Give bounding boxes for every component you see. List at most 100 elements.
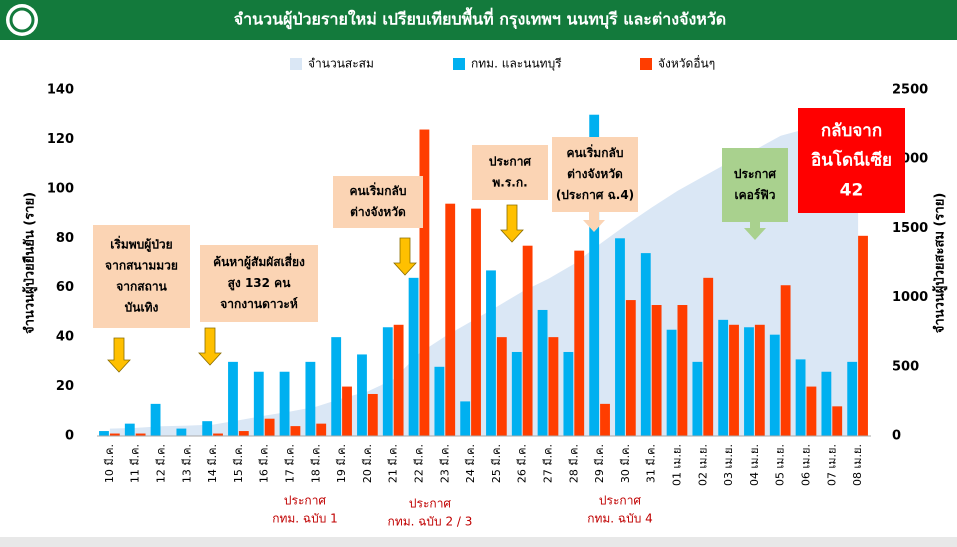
- bar: [202, 421, 213, 436]
- annotation-text: จากสนามมวย: [105, 259, 178, 273]
- annotation-text: เคอร์ฟิว: [734, 188, 775, 202]
- x-tick-label: 29 มี.ค.: [593, 444, 606, 483]
- y2-tick-label: 1500: [892, 221, 928, 236]
- annotation: คนเริ่มกลับต่างจังหวัด: [333, 176, 423, 276]
- x-tick-label: 30 มี.ค.: [619, 444, 632, 483]
- bar: [393, 324, 404, 436]
- note-text: ประกาศ: [284, 494, 327, 508]
- bar: [769, 334, 780, 436]
- bar: [729, 324, 739, 436]
- x-tick-label: 27 มี.ค.: [542, 444, 555, 483]
- annotation: ค้นหาผู้สัมผัสเสี่ยงสูง 132 คนจากงานดาวะ…: [198, 245, 318, 366]
- annotation-text: กลับจาก: [821, 121, 882, 141]
- annotation-text: ต่างจังหวัด: [350, 205, 406, 219]
- bar: [615, 238, 625, 436]
- annotation-text: ประกาศ: [489, 155, 532, 169]
- annotation-box: [798, 108, 905, 213]
- y-tick-label: 0: [65, 429, 74, 444]
- bar: [832, 406, 843, 436]
- y2-axis-label: จำนวนผู้ป่วยสะสม (ราย): [932, 193, 948, 334]
- annotation-arrow: [500, 204, 524, 243]
- bar: [99, 431, 109, 436]
- annotation-text: พ.ร.ก.: [492, 176, 527, 190]
- bar: [666, 329, 677, 436]
- legend-label: กทม. และนนทบุรี: [471, 57, 562, 72]
- annotation-text: (ประกาศ ฉ.4): [556, 188, 634, 202]
- chart-title: จำนวนผู้ป่วยรายใหม่ เปรียบเทียบพื้นที่ ก…: [234, 7, 726, 31]
- annotation-box: [552, 137, 638, 212]
- bar: [496, 337, 507, 436]
- x-tick-label: 05 เม.ย.: [774, 444, 787, 486]
- bar: [651, 305, 662, 436]
- x-tick-label: 11 มี.ค.: [129, 444, 142, 483]
- y2-tick-label: 500: [892, 359, 919, 374]
- annotation-arrow: [744, 222, 766, 240]
- y-tick-label: 140: [47, 83, 74, 98]
- bar: [228, 361, 238, 436]
- annotation-arrow: [583, 212, 605, 232]
- bar: [471, 208, 481, 436]
- annotation: คนเริ่มกลับต่างจังหวัด (ประกาศ ฉ.4): [552, 137, 638, 232]
- x-tick-label: 19 มี.ค.: [335, 444, 348, 483]
- bar: [703, 277, 714, 436]
- bar: [331, 337, 342, 436]
- bar: [522, 245, 533, 436]
- annotation-text: จากงานดาวะห์: [220, 297, 298, 311]
- bar: [176, 428, 187, 436]
- y2-tick-label: 0: [892, 429, 901, 444]
- x-tick-label: 28 มี.ค.: [567, 444, 580, 483]
- bar: [744, 327, 754, 436]
- x-tick-label: 20 มี.ค.: [361, 444, 374, 483]
- annotation-text: สูง 132 คน: [228, 276, 292, 291]
- bar: [367, 393, 378, 436]
- bar: [600, 403, 610, 436]
- annotation-text: ค้นหาผู้สัมผัสเสี่ยง: [213, 253, 305, 270]
- y2-tick-label: 2500: [892, 83, 928, 98]
- y-tick-label: 100: [47, 181, 74, 196]
- x-tick-label: 26 มี.ค.: [516, 444, 529, 483]
- note-text: ประกาศ: [599, 494, 642, 508]
- bar: [548, 337, 559, 436]
- bar: [408, 277, 419, 436]
- x-tick-label: 04 เม.ย.: [748, 444, 761, 486]
- annotation-text: เริ่มพบผู้ป่วย: [110, 236, 172, 253]
- x-tick-label: 08 เม.ย.: [851, 444, 864, 486]
- x-tick-label: 21 มี.ค.: [387, 444, 400, 483]
- bar: [589, 114, 600, 436]
- bar: [135, 433, 146, 436]
- x-tick-label: 13 มี.ค.: [180, 444, 193, 483]
- y-tick-label: 80: [56, 231, 74, 246]
- y-tick-label: 20: [56, 379, 74, 394]
- annotation-box: [472, 145, 548, 200]
- legend-swatch: [640, 58, 652, 70]
- legend-swatch: [453, 58, 465, 70]
- bar: [795, 359, 806, 436]
- bar: [718, 319, 729, 436]
- annotation-text: บันเทิง: [125, 301, 159, 315]
- bar: [677, 305, 688, 436]
- bar: [213, 433, 223, 436]
- x-tick-label: 15 มี.ค.: [232, 444, 245, 483]
- x-tick-label: 12 มี.ค.: [155, 444, 168, 483]
- bar: [640, 253, 651, 436]
- header-bar: [0, 0, 957, 40]
- x-tick-label: 14 มี.ค.: [206, 444, 219, 483]
- annotation-text: คนเริ่มกลับ: [350, 182, 407, 198]
- y-tick-label: 40: [56, 330, 74, 345]
- bar: [434, 366, 445, 436]
- annotation-text: ประกาศ: [734, 167, 777, 181]
- bar: [109, 433, 120, 436]
- bar: [253, 371, 264, 436]
- bar: [625, 300, 636, 436]
- note-text: ประกาศ: [409, 497, 452, 511]
- bar: [238, 431, 249, 436]
- x-tick-label: 10 มี.ค.: [103, 444, 116, 483]
- x-tick-label: 25 มี.ค.: [490, 444, 503, 483]
- x-tick-label: 16 มี.ค.: [258, 444, 271, 483]
- bar: [305, 361, 316, 436]
- logo-ring: [9, 7, 35, 33]
- annotation-text: จากสถาน: [116, 280, 167, 294]
- legend-label: จังหวัดอื่นๆ: [658, 55, 715, 71]
- bar: [692, 361, 703, 436]
